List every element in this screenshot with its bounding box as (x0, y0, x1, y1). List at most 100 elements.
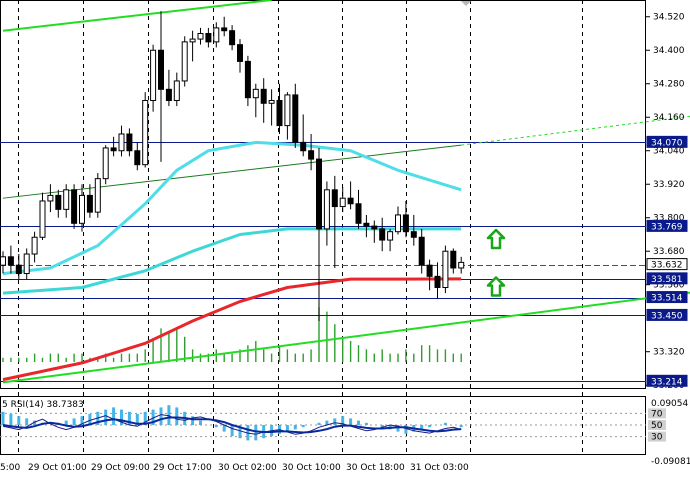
candle-bearish (221, 27, 228, 32)
level-price-tag (646, 219, 688, 232)
trendline (2, 144, 462, 199)
candle-bullish (0, 256, 6, 266)
candle-bearish (205, 32, 212, 43)
price-tick-label: 33.920 (653, 180, 685, 190)
candle-bearish (134, 150, 141, 166)
oscillator-panel-border (0, 396, 646, 455)
price-axis: 34.520 34.400 34.280 34.160 34.040 33.920 33.8… (646, 13, 688, 391)
price-tick-label: 33.320 (653, 348, 685, 358)
candle-bullish (47, 194, 54, 202)
candle-bearish (165, 88, 172, 101)
candle-bullish (339, 197, 346, 208)
candle-bullish (284, 94, 291, 127)
candle-bullish (252, 88, 259, 99)
level-price-tag (646, 291, 688, 304)
moving-average-line (2, 277, 462, 382)
candle-bullish (63, 189, 70, 210)
osc-level-tag (648, 408, 666, 419)
level-price-label: 33.632 (651, 261, 683, 271)
level-price-label: 34.070 (651, 138, 683, 148)
level-price-tag (646, 374, 688, 387)
candle-bullish (395, 214, 401, 233)
scroll-marker-icon (461, 1, 471, 6)
osc-tick-label: -0.09081 (651, 457, 690, 467)
level-price-label: 33.214 (651, 377, 683, 387)
candle-bullish (39, 200, 46, 238)
candle-bearish (158, 49, 164, 90)
candle-bearish (55, 194, 62, 210)
candle-bearish (308, 150, 315, 160)
price-tick-label: 34.040 (653, 147, 685, 157)
level-price-tag (646, 258, 688, 271)
time-tick-label: 5:00 (0, 463, 20, 473)
candle-bullish (142, 99, 149, 166)
level-price-label: 33.450 (651, 311, 683, 321)
candle-bearish (71, 189, 78, 224)
candle-bearish (260, 88, 267, 104)
time-tick-label: 29 Oct 17:00 (153, 463, 212, 473)
price-tick-label: 34.520 (653, 13, 685, 23)
candle-bearish (331, 189, 338, 208)
price-tick-label: 34.400 (653, 46, 685, 56)
trendlines (2, 0, 690, 384)
level-price-label: 33.769 (651, 222, 683, 232)
moving-average-line (2, 140, 462, 276)
candle-bullish (387, 231, 394, 241)
candle-bearish (450, 250, 457, 269)
trendline (461, 115, 690, 146)
candle-bullish (102, 147, 109, 180)
price-tick-label: 33.560 (653, 281, 685, 291)
indicator-label: 5 RSI(14) 38.7383 (2, 400, 84, 410)
candle-bearish (347, 197, 354, 205)
candle-bullish (442, 250, 449, 289)
candle-bullish (23, 253, 30, 275)
price-tick-label: 34.280 (653, 80, 685, 90)
osc-tick-label: 30 (651, 433, 663, 443)
candle-bullish (458, 261, 465, 269)
osc-tick-label: 0.09054 (651, 399, 688, 409)
candle-bullish (268, 99, 275, 104)
trendline (2, 291, 690, 384)
time-tick-label: 29 Oct 09:00 (91, 463, 150, 473)
time-tick-label: 30 Oct 18:00 (346, 463, 405, 473)
candle-bearish (86, 194, 93, 213)
level-price-label: 33.514 (651, 294, 683, 304)
candle-bullish (197, 32, 204, 40)
candle-bullish (189, 38, 196, 43)
level-price-label: 33.581 (651, 275, 683, 285)
candle-bullish (79, 194, 85, 224)
rsi-line (2, 414, 462, 435)
level-price-tag (646, 135, 688, 148)
candle-bearish (7, 256, 14, 266)
candle-bullish (150, 49, 157, 101)
price-tick-label: 33.680 (653, 247, 685, 257)
candle-bearish (126, 133, 133, 152)
candle-bearish (418, 236, 425, 266)
up-arrow-icon (486, 228, 506, 250)
candle-bearish (371, 225, 378, 230)
time-axis: 5:00 29 Oct 01:00 29 Oct 09:00 29 Oct 17:00… (0, 463, 469, 473)
candle-bearish (237, 44, 243, 62)
candle-bearish (355, 203, 362, 224)
candle-bearish (434, 275, 441, 289)
moving-averages (2, 140, 462, 382)
level-price-tag (646, 272, 688, 285)
time-tick-label: 30 Oct 10:00 (282, 463, 341, 473)
candle-bearish (410, 231, 417, 238)
candle-bullish (173, 80, 180, 101)
up-arrow-icon (486, 276, 506, 297)
signal-arrows (486, 228, 506, 297)
candle-bearish (110, 147, 117, 152)
candle-bearish (402, 214, 409, 233)
time-tick-label: 29 Oct 01:00 (28, 463, 87, 473)
candle-bearish (316, 158, 322, 230)
osc-tick-label: 50 (651, 421, 663, 431)
time-tick-label: 31 Oct 03:00 (410, 463, 469, 473)
candlesticks (0, 11, 465, 322)
candle-bullish (213, 27, 220, 43)
candle-bullish (118, 133, 125, 152)
candle-bullish (181, 41, 188, 82)
